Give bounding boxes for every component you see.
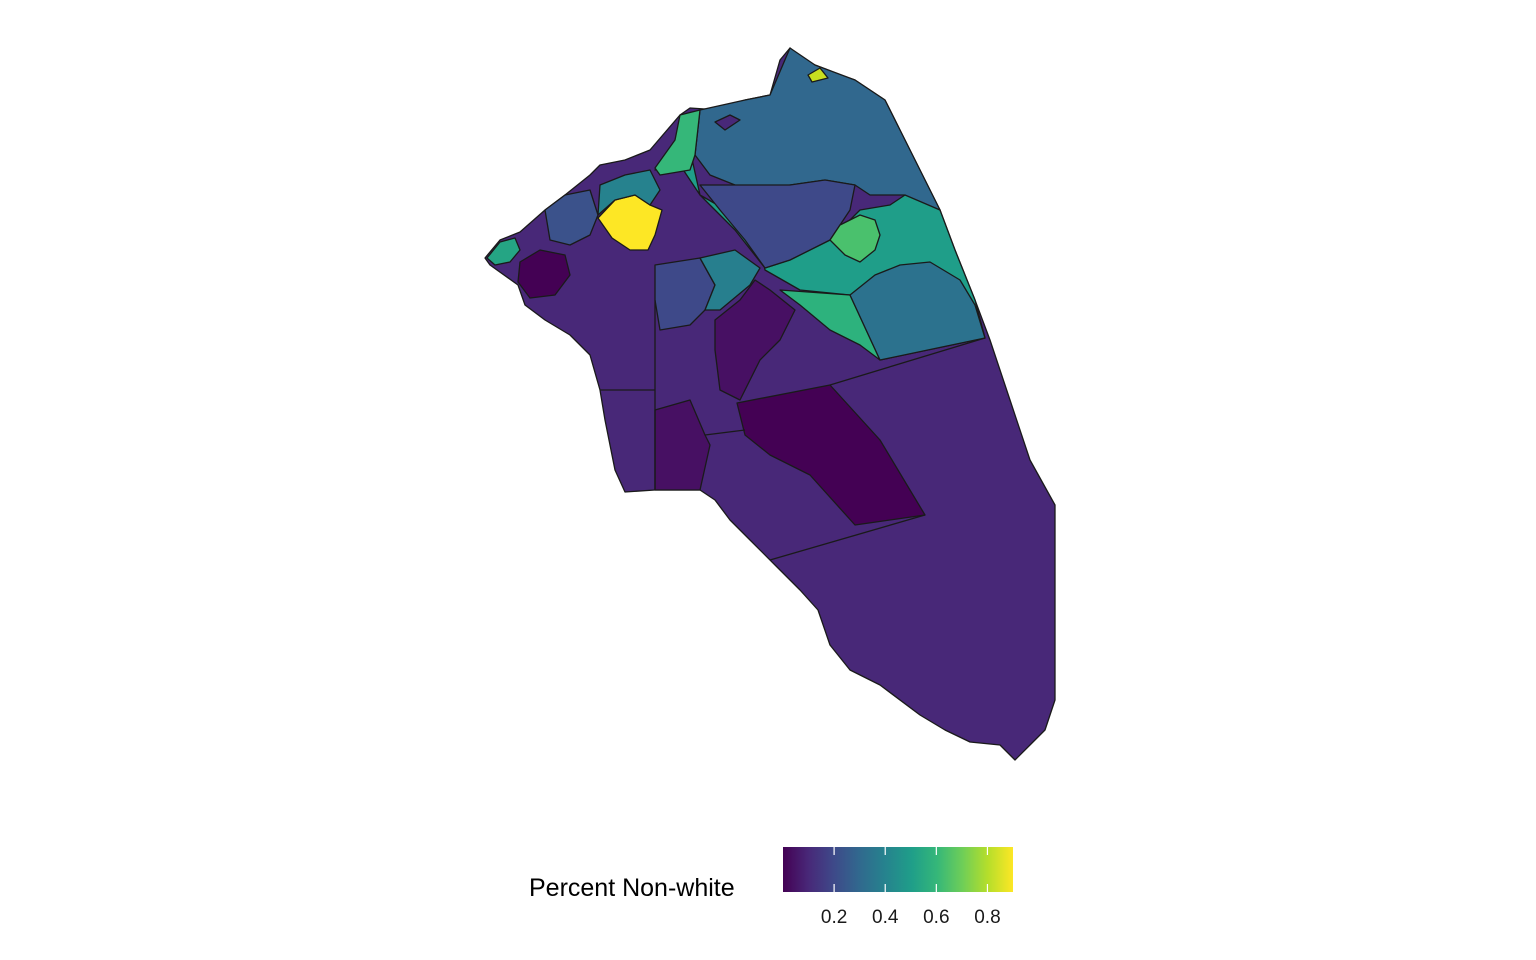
colorbar-tick-label: 0.6	[923, 907, 949, 928]
tract-region	[736, 384, 926, 526]
tract-region	[829, 214, 881, 263]
colorbar-tick-label: 0.8	[974, 907, 1000, 928]
tract-region	[714, 114, 741, 131]
tract-region	[517, 249, 571, 299]
tract-region	[544, 189, 599, 246]
tract-region	[699, 249, 761, 311]
colorbar-tick-label: 0.4	[872, 907, 899, 928]
legend-title: Percent Non-white	[529, 874, 735, 902]
legend-colorbar: 0.2 0.4 0.6 0.8	[783, 847, 1013, 928]
map-regions	[484, 47, 1056, 761]
tract-region	[849, 261, 986, 361]
colorbar-tick-label: 0.2	[821, 907, 847, 928]
tract-region	[654, 109, 701, 176]
tract-region	[654, 399, 711, 491]
colorbar-ticks: 0.2 0.4 0.6 0.8	[821, 847, 1001, 928]
tract-region	[714, 279, 796, 401]
colorbar-gradient	[783, 847, 1013, 892]
tract-region	[807, 67, 829, 83]
tract-region	[486, 237, 521, 266]
tract-region	[597, 169, 661, 216]
tract-boundary	[600, 300, 986, 561]
